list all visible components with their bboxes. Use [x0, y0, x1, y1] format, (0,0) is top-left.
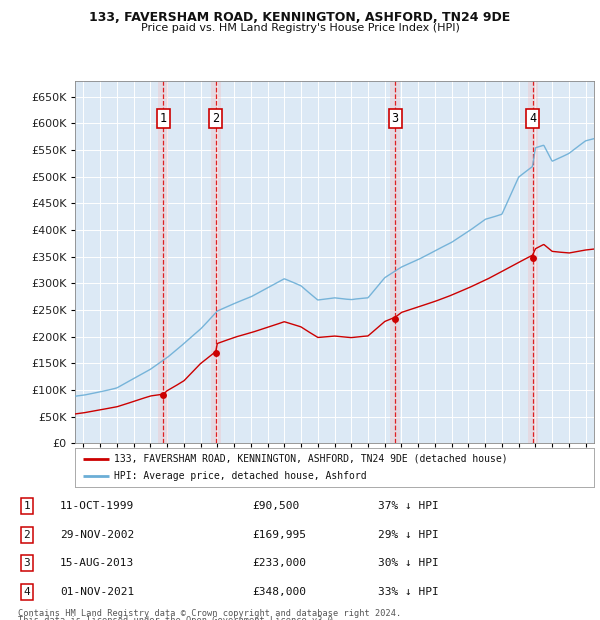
Bar — [158, 81, 169, 443]
Text: 1: 1 — [160, 112, 167, 125]
Bar — [527, 81, 538, 443]
Text: 29-NOV-2002: 29-NOV-2002 — [60, 529, 134, 540]
Text: 01-NOV-2021: 01-NOV-2021 — [60, 587, 134, 597]
Text: 2: 2 — [212, 112, 220, 125]
Text: 133, FAVERSHAM ROAD, KENNINGTON, ASHFORD, TN24 9DE (detached house): 133, FAVERSHAM ROAD, KENNINGTON, ASHFORD… — [114, 454, 508, 464]
Text: 2: 2 — [23, 529, 31, 540]
Text: £233,000: £233,000 — [252, 558, 306, 569]
Text: This data is licensed under the Open Government Licence v3.0.: This data is licensed under the Open Gov… — [18, 616, 338, 620]
Text: 15-AUG-2013: 15-AUG-2013 — [60, 558, 134, 569]
Text: £169,995: £169,995 — [252, 529, 306, 540]
Text: £348,000: £348,000 — [252, 587, 306, 597]
Text: 30% ↓ HPI: 30% ↓ HPI — [378, 558, 439, 569]
Text: £90,500: £90,500 — [252, 501, 299, 512]
Text: 4: 4 — [529, 112, 536, 125]
Text: 29% ↓ HPI: 29% ↓ HPI — [378, 529, 439, 540]
Bar — [390, 81, 400, 443]
Text: 4: 4 — [23, 587, 31, 597]
Text: Contains HM Land Registry data © Crown copyright and database right 2024.: Contains HM Land Registry data © Crown c… — [18, 609, 401, 618]
Text: 1: 1 — [23, 501, 31, 512]
Text: 37% ↓ HPI: 37% ↓ HPI — [378, 501, 439, 512]
Text: 11-OCT-1999: 11-OCT-1999 — [60, 501, 134, 512]
Text: 3: 3 — [23, 558, 31, 569]
Text: Price paid vs. HM Land Registry's House Price Index (HPI): Price paid vs. HM Land Registry's House … — [140, 23, 460, 33]
Text: 133, FAVERSHAM ROAD, KENNINGTON, ASHFORD, TN24 9DE: 133, FAVERSHAM ROAD, KENNINGTON, ASHFORD… — [89, 11, 511, 24]
Text: 3: 3 — [392, 112, 398, 125]
Text: HPI: Average price, detached house, Ashford: HPI: Average price, detached house, Ashf… — [114, 471, 367, 481]
Text: 33% ↓ HPI: 33% ↓ HPI — [378, 587, 439, 597]
Bar — [211, 81, 221, 443]
